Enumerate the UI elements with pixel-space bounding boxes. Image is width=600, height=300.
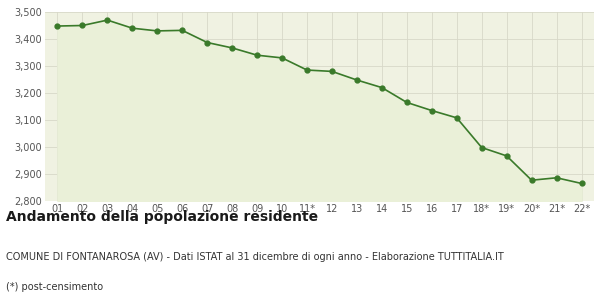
Text: Andamento della popolazione residente: Andamento della popolazione residente [6,210,318,224]
Text: (*) post-censimento: (*) post-censimento [6,282,103,292]
Text: COMUNE DI FONTANAROSA (AV) - Dati ISTAT al 31 dicembre di ogni anno - Elaborazio: COMUNE DI FONTANAROSA (AV) - Dati ISTAT … [6,252,504,262]
